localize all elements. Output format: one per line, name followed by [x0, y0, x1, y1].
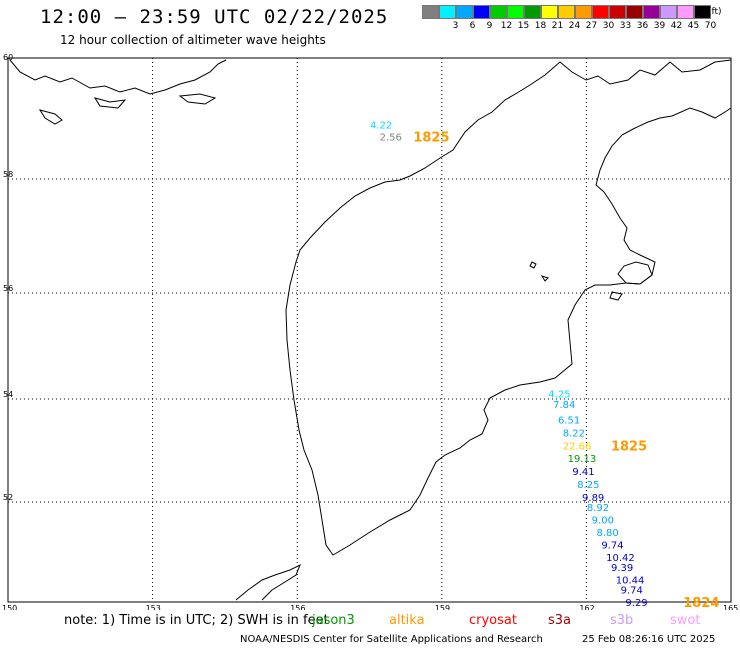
wave-height-value: 22.66 [563, 441, 592, 452]
satellite-s3b: s3b [610, 613, 634, 628]
wave-height-value: 4.25 [548, 390, 570, 401]
legend-label: 36 [636, 21, 649, 31]
lat-tick-label: 56 [3, 284, 13, 293]
wave-height-value: 4.22 [370, 121, 392, 132]
legend-swatch [541, 5, 558, 19]
legend-label: 21 [551, 21, 564, 31]
lon-tick-label: 159 [435, 604, 450, 610]
lon-tick-label: 153 [146, 604, 161, 610]
legend-swatch [439, 5, 456, 19]
legend-swatch [694, 5, 711, 19]
legend-label: 15 [517, 21, 530, 31]
legend-swatch [643, 5, 660, 19]
satellite-s3a: s3a [548, 613, 572, 628]
legend-label: 6 [469, 21, 476, 31]
legend-swatch [609, 5, 626, 19]
satellite-jason3: jason3 [312, 613, 355, 628]
kamchatka-coastline [9, 59, 732, 601]
lat-tick-label: 60 [3, 53, 13, 62]
wave-height-value: 9.74 [621, 586, 643, 597]
legend-swatch [422, 5, 439, 19]
pass-time-marks: 1825 1825 1824 [413, 131, 719, 610]
lat-tick-label: 58 [3, 170, 13, 179]
satellite-swot: swot [670, 613, 701, 628]
wave-height-value: 19.13 [568, 454, 597, 465]
legend-swatch [626, 5, 643, 19]
wave-height-value: 9.89 [582, 493, 604, 504]
lat-tick-label: 52 [3, 493, 13, 502]
legend-label: 42 [670, 21, 683, 31]
wave-height-legend: 3 6 9 12 15 18 21 24 27 30 33 36 39 42 45 70 (ft) [422, 5, 722, 33]
legend-swatch [592, 5, 609, 19]
satellite-altika: altika [389, 613, 425, 628]
satellite-cryosat: cryosat [469, 613, 517, 628]
wave-height-value: 8.92 [587, 503, 609, 514]
pass-time-label: 1825 [611, 439, 647, 454]
wave-height-value: 7.84 [553, 400, 575, 411]
wave-height-value: 9.41 [572, 467, 594, 478]
legend-label: 9 [486, 21, 493, 31]
legend-swatch [473, 5, 490, 19]
legend-swatch [456, 5, 473, 19]
legend-swatch [490, 5, 507, 19]
wave-height-value: 9.39 [611, 563, 633, 574]
wave-height-value: 9.29 [625, 598, 647, 609]
legend-swatches [422, 5, 711, 19]
wave-height-value: 9.74 [601, 541, 623, 552]
wave-height-value: 8.80 [597, 528, 619, 539]
lon-tick-label: 165 [723, 604, 738, 610]
legend-swatch [677, 5, 694, 19]
graticule: 150 153 156 159 162 165 60 58 56 54 52 [2, 53, 738, 610]
credit-text: NOAA/NESDIS Center for Satellite Applica… [240, 634, 543, 645]
legend-labels: 3 6 9 12 15 18 21 24 27 30 33 36 39 42 45 70 [422, 19, 717, 33]
map-subtitle: 12 hour collection of altimeter wave hei… [60, 33, 326, 47]
legend-swatch [575, 5, 592, 19]
lon-tick-label: 162 [579, 604, 594, 610]
legend-label: 45 [687, 21, 700, 31]
lat-tick-label: 54 [3, 390, 13, 399]
map-title: 12:00 – 23:59 UTC 02/22/2025 [40, 6, 389, 28]
wave-height-value: 9.00 [592, 516, 614, 527]
legend-label: 33 [619, 21, 632, 31]
pass-time-label: 1824 [683, 596, 719, 610]
wave-height-observations: 4.222.56 4.257.84 6.518.22 22.66 19.13 9.41 8.… [370, 121, 648, 609]
legend-label: 12 [500, 21, 513, 31]
legend-swatch [524, 5, 541, 19]
legend-label: 27 [585, 21, 598, 31]
lon-tick-label: 156 [290, 604, 305, 610]
wave-height-value: 2.56 [380, 133, 402, 144]
wave-height-value: 6.51 [558, 416, 580, 427]
generated-timestamp: 25 Feb 08:26:16 UTC 2025 [582, 634, 716, 645]
legend-label: 70 [704, 21, 717, 31]
wave-height-value: 8.25 [577, 480, 599, 491]
legend-unit: (ft) [708, 7, 722, 17]
legend-label: 24 [568, 21, 581, 31]
legend-label: 39 [653, 21, 666, 31]
legend-label: 30 [602, 21, 615, 31]
map-frame [7, 57, 732, 603]
footer-note: note: 1) Time is in UTC; 2) SWH is in fe… [64, 613, 329, 628]
legend-label: 18 [534, 21, 547, 31]
wave-height-value: 10.42 [606, 553, 635, 564]
legend-swatch [507, 5, 524, 19]
pass-time-label: 1825 [413, 131, 449, 146]
wave-height-value: 8.22 [563, 428, 585, 439]
wave-height-value: 10.44 [616, 576, 645, 587]
legend-swatch [558, 5, 575, 19]
legend-swatch [660, 5, 677, 19]
legend-label: 3 [452, 21, 459, 31]
lon-tick-label: 150 [2, 604, 17, 610]
